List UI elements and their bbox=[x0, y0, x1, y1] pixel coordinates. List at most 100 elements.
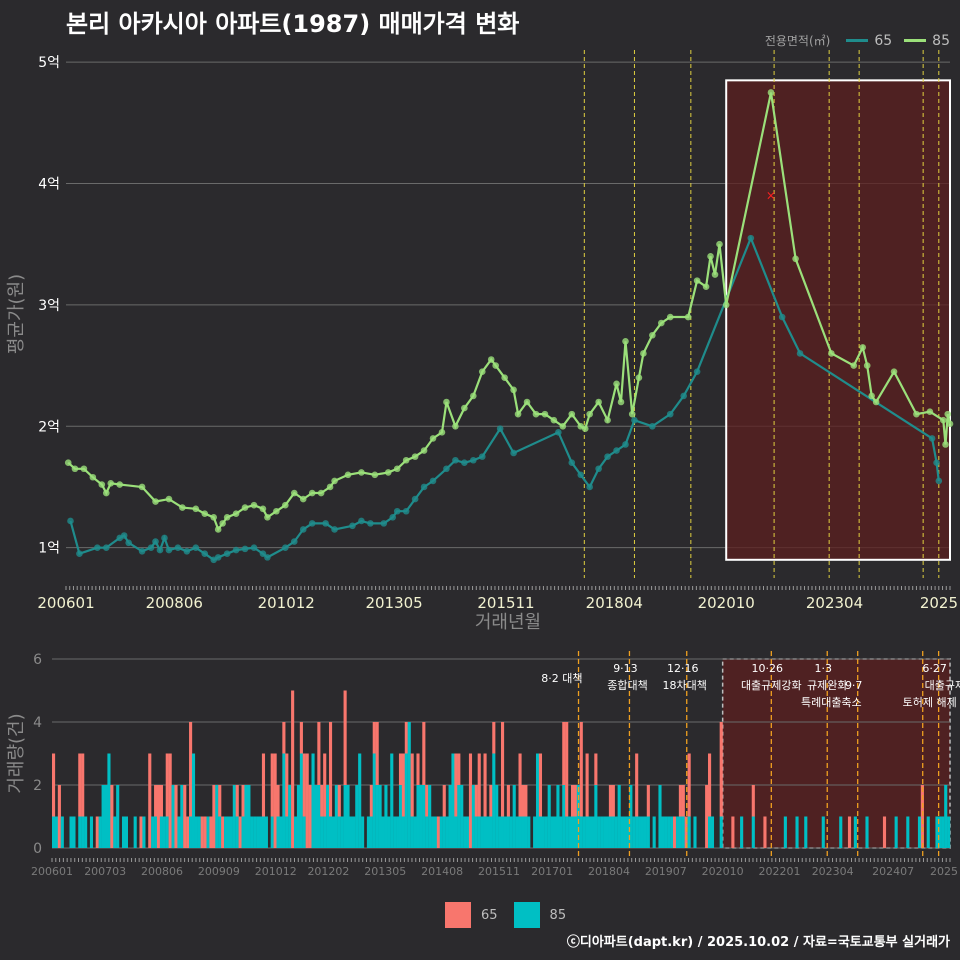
volume-bar-85-0 bbox=[52, 816, 56, 848]
price-point-85-16 bbox=[219, 520, 226, 527]
volume-annotation-date-2: 12·16 bbox=[667, 662, 699, 675]
price-y-tick-label-1: 2억 bbox=[38, 419, 60, 435]
price-x-tick-label-0: 200601 bbox=[37, 594, 94, 612]
volume-bar-65-224 bbox=[705, 785, 709, 848]
price-point-65-14 bbox=[183, 547, 191, 555]
volume-bar-85-103 bbox=[352, 816, 356, 848]
volume-bar-85-155 bbox=[503, 816, 508, 848]
volume-bar-85-84 bbox=[296, 785, 301, 848]
volume-bar-65-298 bbox=[920, 785, 924, 848]
price-point-65-42 bbox=[452, 456, 459, 464]
price-point-85-61 bbox=[604, 416, 611, 424]
volume-bar-85-304 bbox=[938, 816, 942, 848]
price-point-65-56 bbox=[631, 416, 638, 424]
bar-legend-label-85: 85 bbox=[549, 907, 567, 923]
volume-bar-65-161 bbox=[521, 785, 525, 817]
volume-bar-85-129 bbox=[428, 785, 432, 848]
volume-bar-85-123 bbox=[410, 816, 414, 848]
volume-bar-65-183 bbox=[585, 753, 589, 817]
volume-bar-85-113 bbox=[381, 816, 385, 848]
price-point-65-49 bbox=[568, 459, 576, 466]
volume-bar-85-56 bbox=[215, 785, 219, 848]
volume-bar-85-167 bbox=[538, 816, 543, 848]
volume-bar-85-70 bbox=[256, 816, 260, 848]
price-point-65-18 bbox=[214, 554, 222, 561]
price-point-85-13 bbox=[201, 510, 209, 517]
price-point-85-30 bbox=[331, 477, 338, 485]
price-point-65-54 bbox=[613, 447, 620, 454]
price-point-85-50 bbox=[514, 410, 522, 418]
volume-bar-65-75 bbox=[270, 753, 274, 817]
volume-bar-85-186 bbox=[594, 785, 598, 848]
volume-bar-65-45 bbox=[183, 785, 187, 848]
volume-x-tick-label-7: 201408 bbox=[421, 865, 463, 878]
price-point-85-20 bbox=[250, 501, 258, 509]
volume-bar-85-197 bbox=[626, 816, 630, 848]
volume-bar-85-180 bbox=[576, 785, 580, 848]
volume-bar-85-9 bbox=[78, 816, 82, 848]
volume-bar-85-255 bbox=[795, 816, 799, 848]
volume-bar-65-143 bbox=[468, 753, 473, 848]
volume-bar-85-114 bbox=[384, 785, 388, 848]
price-point-85-67 bbox=[640, 350, 647, 357]
volume-bar-85-240 bbox=[751, 816, 755, 848]
volume-bar-85-63 bbox=[235, 816, 239, 848]
price-point-65-44 bbox=[470, 456, 477, 464]
volume-bar-85-204 bbox=[646, 816, 650, 848]
volume-bar-85-86 bbox=[302, 816, 306, 848]
volume-bar-65-285 bbox=[882, 816, 887, 848]
price-legend: 전용면적(㎡) 65 85 bbox=[765, 32, 950, 49]
volume-bar-85-168 bbox=[541, 816, 545, 848]
volume-bar-85-191 bbox=[608, 816, 612, 848]
volume-bar-65-148 bbox=[483, 753, 487, 817]
volume-bar-85-144 bbox=[471, 785, 475, 848]
volume-bar-85-183 bbox=[585, 816, 589, 848]
volume-annotation-text-2: 18차대책 bbox=[663, 679, 707, 692]
volume-bar-85-174 bbox=[559, 816, 563, 848]
volume-bar-65-82 bbox=[291, 690, 295, 848]
volume-bar-85-112 bbox=[378, 785, 382, 848]
volume-x-tick-label-16: 2025 bbox=[930, 865, 958, 878]
volume-bar-85-3 bbox=[60, 816, 64, 848]
price-y-tick-label-0: 1억 bbox=[38, 541, 60, 557]
volume-bar-85-177 bbox=[568, 816, 572, 848]
price-point-85-75 bbox=[711, 271, 719, 278]
volume-bar-65-111 bbox=[375, 722, 379, 785]
volume-bar-85-117 bbox=[393, 816, 397, 848]
price-point-85-28 bbox=[317, 489, 325, 497]
volume-x-tick-label-2: 200806 bbox=[141, 865, 183, 878]
price-point-85-33 bbox=[371, 471, 379, 479]
price-point-85-35 bbox=[393, 465, 401, 473]
legend-item-85: 85 bbox=[904, 33, 950, 49]
volume-bar-85-77 bbox=[276, 816, 280, 848]
price-point-85-63 bbox=[617, 398, 625, 406]
price-point-85-34 bbox=[384, 469, 392, 476]
volume-bar-85-161 bbox=[521, 816, 525, 848]
price-point-85-23 bbox=[273, 507, 280, 515]
price-point-65-6 bbox=[125, 539, 132, 547]
page-title: 본리 아카시아 아파트(1987) 매매가격 변화 bbox=[66, 10, 520, 38]
price-point-65-1 bbox=[76, 550, 83, 558]
price-point-65-53 bbox=[604, 453, 611, 460]
volume-bar-85-165 bbox=[533, 816, 537, 848]
volume-bar-85-61 bbox=[229, 816, 233, 848]
price-point-65-45 bbox=[478, 453, 486, 460]
price-point-65-60 bbox=[693, 368, 701, 375]
volume-bar-85-49 bbox=[194, 816, 198, 848]
price-point-85-14 bbox=[210, 514, 218, 521]
volume-bar-65-100 bbox=[343, 690, 347, 785]
volume-bar-65-2 bbox=[57, 785, 61, 848]
price-point-85-5 bbox=[102, 489, 110, 497]
volume-bar-85-206 bbox=[652, 816, 656, 848]
volume-x-tick-label-14: 202304 bbox=[812, 865, 854, 878]
volume-bar-85-101 bbox=[346, 785, 350, 848]
volume-bar-65-123 bbox=[410, 753, 414, 817]
volume-bar-65-86 bbox=[302, 753, 306, 817]
volume-bar-85-38 bbox=[162, 816, 166, 848]
volume-bar-85-170 bbox=[547, 785, 551, 848]
volume-bar-85-140 bbox=[460, 785, 464, 848]
volume-bar-85-220 bbox=[693, 816, 697, 848]
volume-highlight-box bbox=[721, 658, 951, 849]
volume-bar-85-80 bbox=[285, 816, 289, 848]
volume-bar-85-305 bbox=[941, 816, 945, 848]
